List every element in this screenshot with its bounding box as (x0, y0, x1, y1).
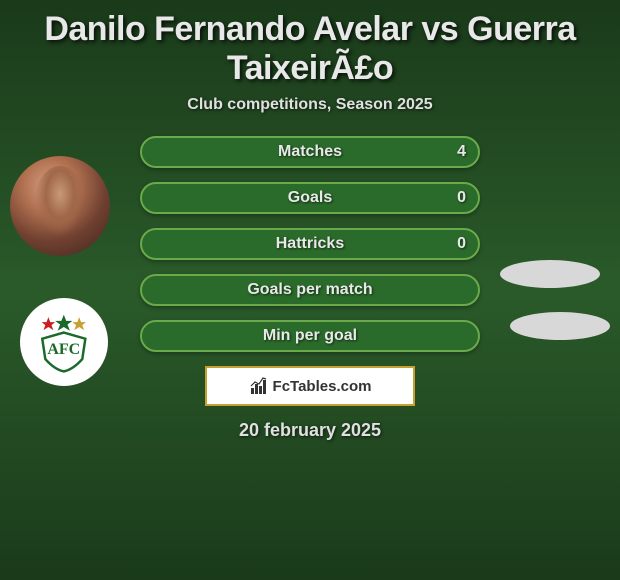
comparison-area: AFC Matches 4 Goals 0 Hattricks 0 Goals … (0, 136, 620, 441)
subtitle: Club competitions, Season 2025 (0, 96, 620, 114)
club-badge-icon: AFC (33, 311, 95, 373)
stat-value-left: 4 (457, 143, 466, 161)
stat-row-goals: Goals 0 (140, 182, 480, 214)
right-ellipse-1 (500, 260, 600, 288)
stat-label: Min per goal (263, 327, 357, 345)
brand-text: FcTables.com (273, 378, 372, 395)
stat-label: Matches (278, 143, 342, 161)
stat-label: Goals per match (247, 281, 372, 299)
stat-label: Hattricks (276, 235, 344, 253)
stat-row-min-per-goal: Min per goal (140, 320, 480, 352)
stat-value-left: 0 (457, 189, 466, 207)
date-text: 20 february 2025 (10, 420, 610, 441)
stat-row-matches: Matches 4 (140, 136, 480, 168)
stat-row-goals-per-match: Goals per match (140, 274, 480, 306)
right-ellipse-2 (510, 312, 610, 340)
chart-icon (249, 376, 269, 396)
club-badge: AFC (20, 298, 108, 386)
brand-attribution[interactable]: FcTables.com (205, 366, 415, 406)
stat-value-left: 0 (457, 235, 466, 253)
page-title: Danilo Fernando Avelar vs Guerra Taixeir… (0, 0, 620, 96)
svg-text:AFC: AFC (48, 341, 81, 358)
player1-avatar (10, 156, 110, 256)
stat-label: Goals (288, 189, 332, 207)
stat-row-hattricks: Hattricks 0 (140, 228, 480, 260)
